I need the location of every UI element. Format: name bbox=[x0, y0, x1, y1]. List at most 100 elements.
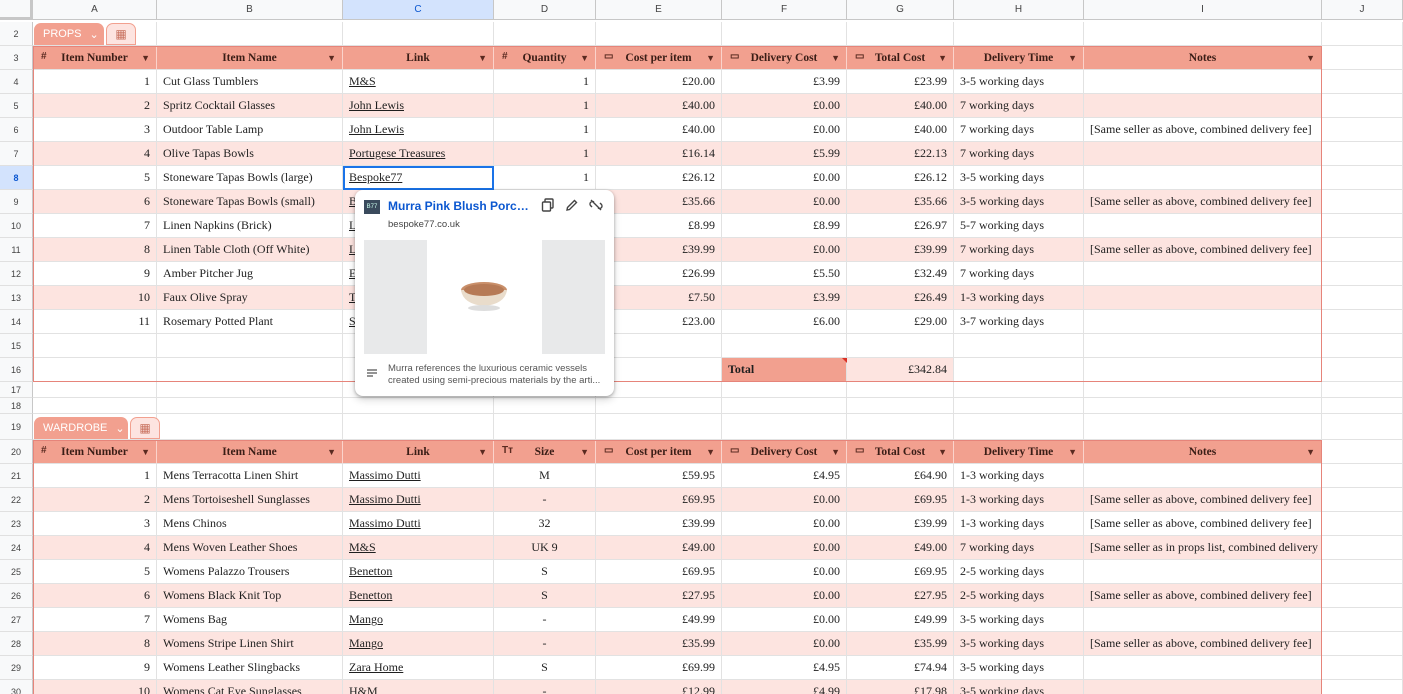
delivery-time-cell[interactable]: 7 working days bbox=[954, 118, 1084, 142]
row-header-28[interactable]: 28 bbox=[0, 632, 33, 656]
link-cell[interactable]: Portugese Treasures bbox=[343, 142, 494, 166]
size-cell[interactable]: - bbox=[494, 680, 596, 694]
link-cell-text[interactable]: Massimo Dutti bbox=[349, 516, 421, 530]
delivery-cost-cell[interactable]: £0.00 bbox=[722, 584, 847, 608]
size-cell[interactable]: S bbox=[494, 584, 596, 608]
link-cell-text[interactable]: Mango bbox=[349, 612, 383, 626]
cost-cell[interactable]: £35.66 bbox=[596, 190, 722, 214]
table-name-chip-props[interactable]: PROPS ⌄ bbox=[34, 23, 104, 45]
chevron-down-icon[interactable]: ▼ bbox=[478, 447, 487, 457]
cost-cell[interactable]: £39.99 bbox=[596, 238, 722, 262]
column-header-d[interactable]: D bbox=[494, 0, 596, 20]
delivery-time-cell[interactable]: 1-3 working days bbox=[954, 488, 1084, 512]
link-cell[interactable]: John Lewis bbox=[343, 118, 494, 142]
delivery-time-cell[interactable]: 7 working days bbox=[954, 536, 1084, 560]
item-number-cell[interactable]: 10 bbox=[33, 680, 157, 694]
link-cell-text[interactable]: Zara Home bbox=[349, 660, 404, 674]
chevron-down-icon[interactable]: ▼ bbox=[831, 447, 840, 457]
notes-cell[interactable]: [Same seller as above, combined delivery… bbox=[1084, 512, 1322, 536]
item-name-cell[interactable]: Amber Pitcher Jug bbox=[157, 262, 343, 286]
total-cost-cell[interactable]: £17.98 bbox=[847, 680, 954, 694]
column-title-item-number[interactable]: Item Number # ▼ bbox=[33, 46, 157, 70]
grid-cell[interactable] bbox=[1322, 94, 1403, 118]
cost-cell[interactable]: £69.95 bbox=[596, 488, 722, 512]
chevron-down-icon[interactable]: ▼ bbox=[580, 447, 589, 457]
notes-cell[interactable] bbox=[1084, 214, 1322, 238]
column-header-i[interactable]: I bbox=[1084, 0, 1322, 20]
notes-cell[interactable] bbox=[1084, 608, 1322, 632]
item-number-cell[interactable]: 1 bbox=[33, 70, 157, 94]
row-header-4[interactable]: 4 bbox=[0, 70, 33, 94]
total-cost-cell[interactable]: £39.99 bbox=[847, 238, 954, 262]
row-header-24[interactable]: 24 bbox=[0, 536, 33, 560]
total-cost-cell[interactable]: £32.49 bbox=[847, 262, 954, 286]
grid-cell[interactable] bbox=[847, 382, 954, 398]
grid-cell[interactable] bbox=[1322, 414, 1403, 440]
item-name-cell[interactable]: Womens Palazzo Trousers bbox=[157, 560, 343, 584]
grid-cell[interactable] bbox=[954, 334, 1084, 358]
column-header-h[interactable]: H bbox=[954, 0, 1084, 20]
notes-cell[interactable]: [Same seller as in props list, combined … bbox=[1084, 536, 1322, 560]
chevron-down-icon[interactable]: ▼ bbox=[1068, 447, 1077, 457]
delivery-cost-cell[interactable]: £0.00 bbox=[722, 632, 847, 656]
chevron-down-icon[interactable]: ⌄ bbox=[89, 28, 99, 41]
quantity-cell[interactable]: 1 bbox=[494, 142, 596, 166]
row-header-13[interactable]: 13 bbox=[0, 286, 33, 310]
delivery-time-cell[interactable]: 1-3 working days bbox=[954, 286, 1084, 310]
column-title-delivery-time[interactable]: Delivery Time ▼ bbox=[954, 46, 1084, 70]
grid-cell[interactable] bbox=[1322, 238, 1403, 262]
grid-cell[interactable] bbox=[1322, 440, 1403, 464]
grid-cell[interactable] bbox=[1322, 512, 1403, 536]
delivery-cost-cell[interactable]: £4.95 bbox=[722, 656, 847, 680]
total-cost-cell[interactable]: £40.00 bbox=[847, 94, 954, 118]
delivery-cost-cell[interactable]: £0.00 bbox=[722, 560, 847, 584]
grid-cell[interactable] bbox=[157, 358, 343, 382]
grid-cell[interactable] bbox=[494, 22, 596, 46]
link-cell[interactable]: Mango bbox=[343, 632, 494, 656]
notes-cell[interactable] bbox=[1084, 464, 1322, 488]
grid-cell[interactable] bbox=[157, 22, 343, 46]
item-name-cell[interactable]: Womens Leather Slingbacks bbox=[157, 656, 343, 680]
cost-cell[interactable]: £26.99 bbox=[596, 262, 722, 286]
delivery-time-cell[interactable]: 1-3 working days bbox=[954, 464, 1084, 488]
item-name-cell[interactable]: Cut Glass Tumblers bbox=[157, 70, 343, 94]
column-title-link[interactable]: Link ▼ bbox=[343, 46, 494, 70]
column-header-e[interactable]: E bbox=[596, 0, 722, 20]
delivery-time-cell[interactable]: 3-5 working days bbox=[954, 656, 1084, 680]
grid-cell[interactable] bbox=[1322, 608, 1403, 632]
column-title-item-name[interactable]: Item Name ▼ bbox=[157, 46, 343, 70]
item-number-cell[interactable]: 9 bbox=[33, 656, 157, 680]
total-cost-cell[interactable]: £26.97 bbox=[847, 214, 954, 238]
grid-cell[interactable] bbox=[722, 398, 847, 414]
column-title-total-cost[interactable]: Total Cost ▭ ▼ bbox=[847, 46, 954, 70]
grid-cell[interactable] bbox=[596, 358, 722, 382]
grid-cell[interactable] bbox=[847, 22, 954, 46]
notes-cell[interactable]: [Same seller as above, combined delivery… bbox=[1084, 584, 1322, 608]
total-cost-cell[interactable]: £69.95 bbox=[847, 560, 954, 584]
delivery-cost-cell[interactable]: £0.00 bbox=[722, 608, 847, 632]
grid-cell[interactable] bbox=[1322, 46, 1403, 70]
notes-cell[interactable] bbox=[1084, 286, 1322, 310]
grid-cell[interactable] bbox=[954, 22, 1084, 46]
delivery-time-cell[interactable]: 7 working days bbox=[954, 262, 1084, 286]
total-cost-cell[interactable]: £40.00 bbox=[847, 118, 954, 142]
total-cost-cell[interactable]: £27.95 bbox=[847, 584, 954, 608]
link-cell[interactable]: Mango bbox=[343, 608, 494, 632]
size-cell[interactable]: - bbox=[494, 488, 596, 512]
delivery-cost-cell[interactable]: £0.00 bbox=[722, 238, 847, 262]
item-number-cell[interactable]: 9 bbox=[33, 262, 157, 286]
link-cell-text[interactable]: T bbox=[349, 290, 357, 304]
delivery-cost-cell[interactable]: £3.99 bbox=[722, 286, 847, 310]
link-cell[interactable]: H&M bbox=[343, 680, 494, 694]
delivery-time-cell[interactable]: 7 working days bbox=[954, 94, 1084, 118]
delivery-cost-cell[interactable]: £4.99 bbox=[722, 680, 847, 694]
chevron-down-icon[interactable]: ▼ bbox=[938, 447, 947, 457]
chevron-down-icon[interactable]: ⌄ bbox=[115, 422, 125, 435]
item-number-cell[interactable]: 6 bbox=[33, 584, 157, 608]
grid-cell[interactable] bbox=[1322, 118, 1403, 142]
link-cell-text[interactable]: S bbox=[349, 314, 356, 328]
row-header-3[interactable]: 3 bbox=[0, 46, 33, 70]
grid-cell[interactable] bbox=[722, 414, 847, 440]
grid-cell[interactable] bbox=[1322, 142, 1403, 166]
grid-cell[interactable] bbox=[596, 382, 722, 398]
